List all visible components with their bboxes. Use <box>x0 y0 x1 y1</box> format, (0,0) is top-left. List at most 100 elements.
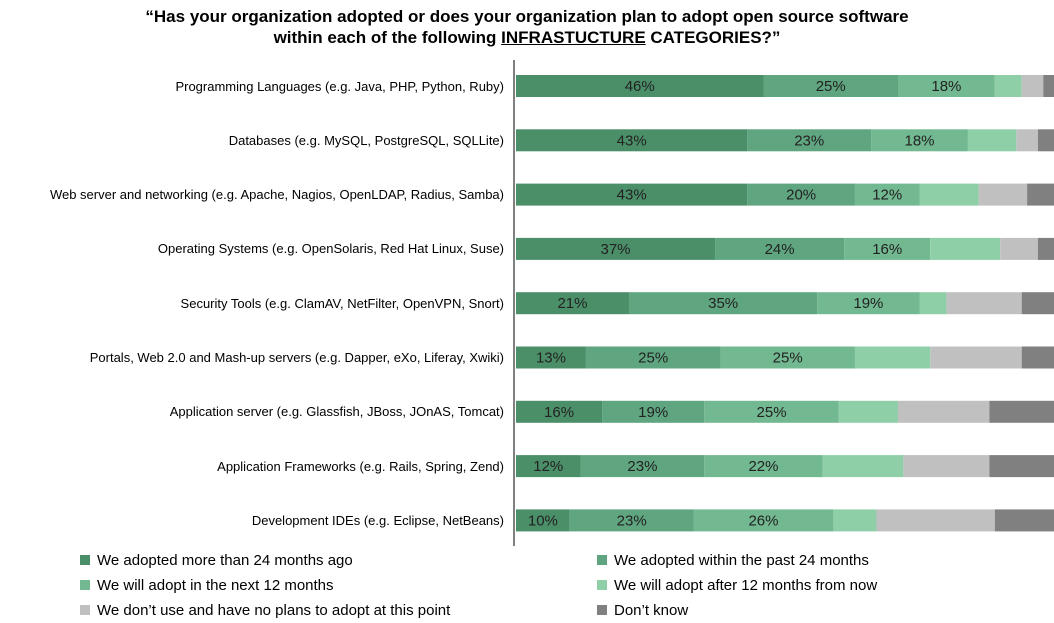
bar-segment <box>967 129 1017 152</box>
bar-segment <box>1000 237 1038 260</box>
bar-segment <box>897 75 995 97</box>
bar-segment <box>1027 183 1054 206</box>
category-label: Security Tools (e.g. ClamAV, NetFilter, … <box>180 295 504 311</box>
category-label: Databases (e.g. MySQL, PostgreSQL, SQLLi… <box>228 132 504 148</box>
bar-segment <box>994 509 1054 532</box>
bar-segment <box>516 400 603 423</box>
legend-swatch <box>597 605 607 615</box>
bar-segment <box>919 292 947 315</box>
bar-segment <box>897 400 990 423</box>
category-label: Application Frameworks (e.g. Rails, Spri… <box>217 458 504 474</box>
bar-segment <box>720 346 855 369</box>
value-label: 16% <box>872 241 902 258</box>
legend-label: We will adopt after 12 months from now <box>614 577 877 594</box>
value-label: 10% <box>528 512 558 529</box>
legend-swatch <box>597 580 607 590</box>
legend-swatch <box>80 555 90 565</box>
value-label: 20% <box>786 187 816 204</box>
bar-segment <box>989 400 1054 423</box>
value-label: 23% <box>617 512 647 529</box>
bar-segment <box>871 129 968 152</box>
title-part: CATEGORIES?” <box>645 28 781 47</box>
value-label: 19% <box>853 295 883 312</box>
value-label: 22% <box>748 458 778 475</box>
category-label: Development IDEs (e.g. Eclipse, NetBeans… <box>251 512 504 528</box>
bar-segment <box>569 509 694 532</box>
legend-swatch <box>597 555 607 565</box>
category-label: Programming Languages (e.g. Java, PHP, P… <box>175 78 504 94</box>
bar-segment <box>516 129 748 152</box>
title-part: INFRASTUCTURE <box>501 28 646 47</box>
value-label: 43% <box>617 132 647 149</box>
value-label: 25% <box>773 349 803 366</box>
bar-segment <box>715 237 845 260</box>
category-label: Portals, Web 2.0 and Mash-up servers (e.… <box>89 350 504 365</box>
value-label: 23% <box>627 458 657 475</box>
value-label: 37% <box>601 241 631 258</box>
bar-segment <box>930 237 1001 260</box>
bar-segment <box>1016 129 1038 152</box>
value-label: 43% <box>617 187 647 204</box>
bar-segment <box>704 400 839 423</box>
value-label: 13% <box>536 349 566 366</box>
bar-segment <box>580 455 705 478</box>
bar-segment <box>1021 346 1054 369</box>
bar-segment <box>602 400 705 423</box>
bar-segment <box>693 509 834 532</box>
value-label: 16% <box>544 404 574 421</box>
value-label: 25% <box>757 404 787 421</box>
category-label: Application server (e.g. Glassfish, JBos… <box>169 404 504 420</box>
bar-segment <box>704 455 823 478</box>
bar-segment <box>516 183 748 206</box>
bar-segment <box>1043 75 1054 97</box>
bar-segment <box>817 292 920 315</box>
bar-segment <box>838 400 898 423</box>
legend-label: Don’t know <box>614 602 688 619</box>
bar-segment <box>516 509 570 532</box>
bar-segment <box>978 183 1028 206</box>
value-label: 46% <box>625 78 655 95</box>
bar-segment <box>585 346 721 369</box>
bar-segment <box>628 292 818 315</box>
value-label: 26% <box>748 512 778 529</box>
legend-label: We will adopt in the next 12 months <box>97 577 334 594</box>
value-label: 25% <box>816 78 846 95</box>
legend-swatch <box>80 605 90 615</box>
bar-segment <box>876 509 995 532</box>
bar-segment <box>516 292 629 315</box>
legend-swatch <box>80 580 90 590</box>
bar-segment <box>989 455 1054 478</box>
bar-segment <box>1021 75 1044 97</box>
bar-segment <box>946 292 1022 315</box>
value-label: 12% <box>872 187 902 204</box>
value-label: 35% <box>708 295 738 312</box>
value-label: 24% <box>765 241 795 258</box>
category-label: Web server and networking (e.g. Apache, … <box>49 187 504 203</box>
value-label: 21% <box>557 295 587 312</box>
legend-label: We don’t use and have no plans to adopt … <box>97 602 451 619</box>
bar-segment <box>516 455 581 478</box>
value-label: 12% <box>533 458 563 475</box>
title-part: within each of the following <box>273 28 502 47</box>
bar-segment <box>833 509 877 532</box>
value-label: 23% <box>794 132 824 149</box>
bar-segment <box>854 346 931 369</box>
bar-segment <box>763 75 898 97</box>
title-line: “Has your organization adopted or does y… <box>145 7 909 26</box>
bar-segment <box>822 455 904 478</box>
bar-segment <box>903 455 990 478</box>
bar-segment <box>844 237 931 260</box>
title-line: within each of the following INFRASTUCTU… <box>0 27 1054 48</box>
bar-segment <box>919 183 979 206</box>
bar-segment <box>516 75 764 97</box>
bar-segment <box>854 183 920 206</box>
bar-segment <box>930 346 1022 369</box>
value-label: 18% <box>931 78 961 95</box>
bar-segment <box>1037 237 1054 260</box>
category-label: Operating Systems (e.g. OpenSolaris, Red… <box>157 241 504 257</box>
bar-segment <box>747 183 855 206</box>
value-label: 18% <box>904 132 934 149</box>
value-label: 25% <box>638 349 668 366</box>
